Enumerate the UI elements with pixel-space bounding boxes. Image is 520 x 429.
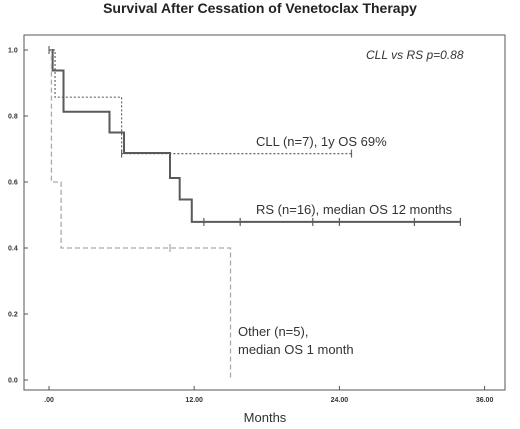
series-line-cll: [49, 49, 352, 155]
y-tick-label: 0.8: [8, 114, 18, 121]
x-tick-label: 24.00: [331, 397, 349, 404]
p-value-annotation: CLL vs RS p=0.88: [366, 48, 464, 62]
y-tick-label: 0.4: [8, 246, 18, 253]
series-label-other-line1: Other (n=5),: [238, 324, 309, 339]
series-label-other: Other (n=5), median OS 1 month: [238, 323, 354, 359]
series-label-cll: CLL (n=7), 1y OS 69%: [256, 134, 387, 149]
plot-frame: [23, 34, 506, 391]
x-tick-label: .00: [44, 397, 54, 404]
series-line-other: [49, 49, 232, 380]
series-label-other-line2: median OS 1 month: [238, 342, 354, 357]
y-tick-label: 0.2: [8, 312, 18, 319]
x-tick-label: 36.00: [476, 397, 494, 404]
y-tick-label: 1.0: [8, 48, 18, 55]
x-tick-label: 12.00: [185, 397, 203, 404]
series-label-rs: RS (n=16), median OS 12 months: [256, 202, 453, 217]
series-line-rs: [49, 49, 461, 223]
y-tick-label: 0.6: [8, 180, 18, 187]
x-axis-label: Months: [243, 410, 287, 425]
y-tick-label: 0.0: [8, 378, 18, 385]
chart-title: Survival After Cessation of Venetoclax T…: [103, 0, 417, 16]
